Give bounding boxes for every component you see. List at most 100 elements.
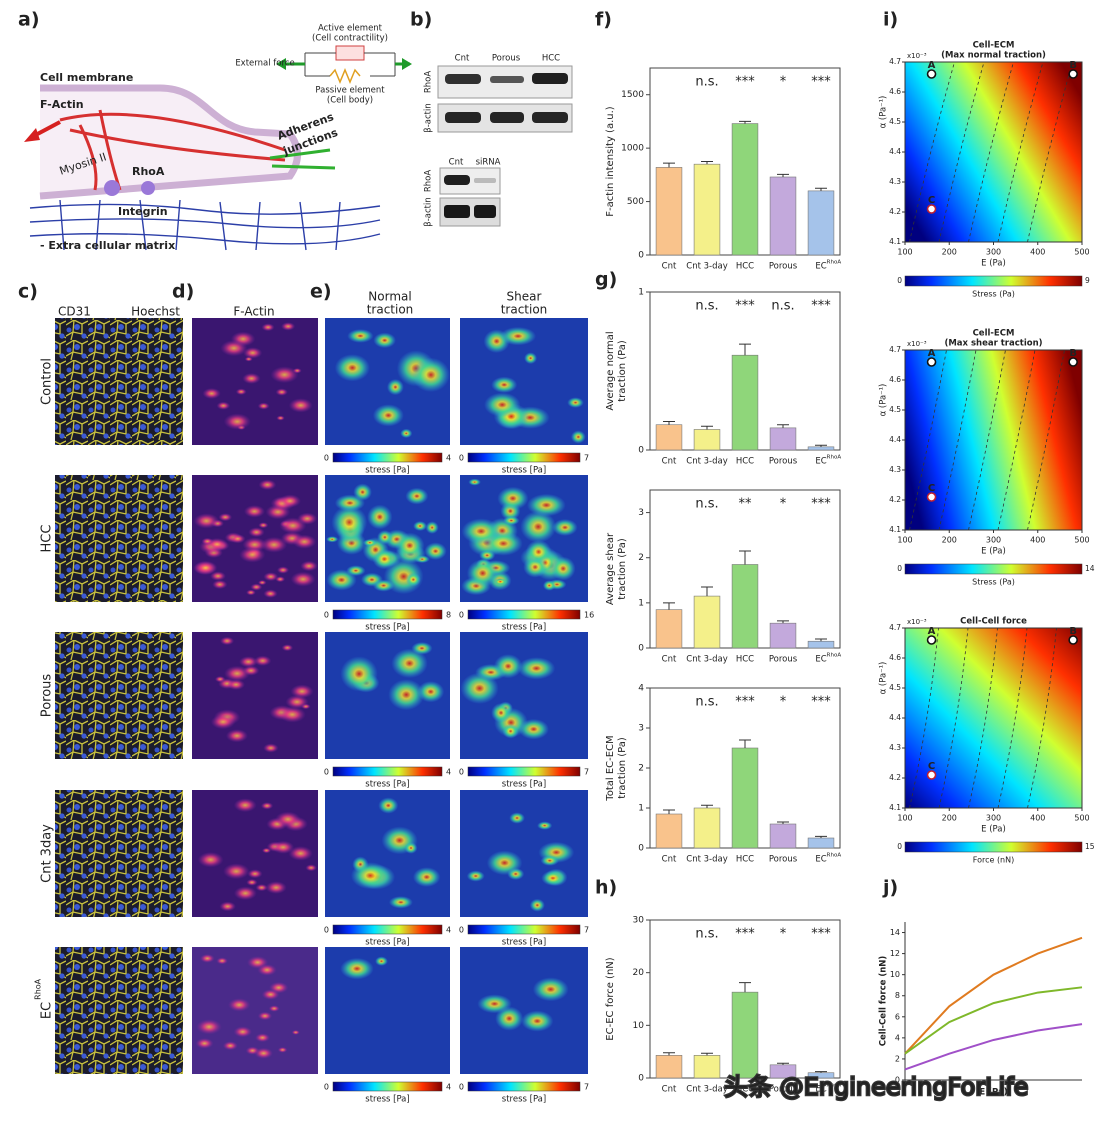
state-point	[1068, 69, 1078, 79]
bar	[769, 823, 797, 849]
y-tick-label: 4.2	[889, 773, 901, 782]
contour-line	[938, 627, 969, 809]
contour-map	[904, 349, 1083, 531]
x-axis-label: E (Pa)	[981, 825, 1006, 835]
label: Cell membrane	[40, 71, 133, 84]
bar	[655, 424, 683, 451]
y-tick-label: 4.5	[889, 117, 901, 126]
bar	[769, 622, 797, 649]
plot-title: (Max normal traction)	[941, 51, 1046, 61]
panel-label: i)	[883, 9, 898, 31]
traction-blob	[460, 672, 499, 704]
actin-blob	[275, 576, 286, 583]
traction-blob	[552, 518, 578, 536]
panel-label: f)	[595, 9, 612, 31]
condition-label: EC	[40, 1002, 55, 1019]
bar	[655, 609, 683, 649]
y-tick-label: 2	[638, 553, 644, 563]
y-tick-label: 4	[638, 684, 644, 694]
actin-blob	[197, 851, 224, 868]
contour-line	[909, 61, 955, 243]
actin-blob	[202, 387, 221, 400]
x-tick-label: Cnt	[662, 1085, 677, 1095]
plot-title: Cell-Cell force	[960, 617, 1027, 627]
y-tick-label: 14	[890, 928, 900, 937]
actin-blob	[260, 802, 274, 810]
x-tick-label: Cnt 3-day	[686, 262, 727, 272]
y-tick-label: 6	[895, 1012, 900, 1021]
point-label: C	[928, 483, 935, 494]
significance: ***	[811, 299, 831, 314]
actin-blob	[276, 566, 290, 574]
actin-blob	[305, 864, 317, 872]
actin-blob	[263, 743, 279, 753]
error-bar	[663, 1052, 675, 1056]
actin-blob	[222, 1041, 238, 1051]
significance: ***	[811, 497, 831, 512]
y-axis-label: Average shear	[605, 532, 616, 605]
traction-blob	[394, 532, 425, 559]
label: (Cell body)	[327, 96, 373, 106]
colorbar-max: 15	[1085, 842, 1095, 851]
colorbar-label: stress [Pa]	[365, 780, 409, 790]
bar	[655, 813, 683, 849]
contour-line	[1027, 61, 1073, 243]
panel-title: Normal	[368, 290, 411, 304]
y-tick-label: 4.2	[889, 495, 901, 504]
lane-label: siRNA	[476, 158, 501, 168]
image-cd31	[55, 632, 183, 759]
error-bar	[739, 982, 751, 993]
y-tick-label: 8	[895, 991, 900, 1000]
traction-blob	[377, 530, 393, 545]
actin-blob	[220, 636, 235, 646]
point-label: B	[1069, 348, 1077, 359]
y-tick-label: 0	[638, 644, 644, 654]
y-axis-label: EC-EC force (nN)	[605, 957, 616, 1040]
label: F-Actin	[40, 98, 84, 111]
y-tick-label: 1	[638, 598, 644, 608]
y-tick-label: 4.1	[889, 803, 901, 812]
axis-exponent: x10⁻³	[907, 340, 927, 348]
actin-blob	[253, 655, 272, 667]
colorbar-label: Force (nN)	[973, 856, 1014, 865]
colorbar	[904, 841, 1083, 853]
actin-blob	[201, 537, 214, 545]
traction-blob	[518, 718, 549, 740]
y-tick-label: 0	[638, 251, 644, 261]
contour-line	[938, 349, 977, 531]
error-bar	[663, 809, 675, 814]
label: Passive element	[315, 86, 385, 96]
actin-blob	[279, 494, 302, 508]
y-axis-label: traction (Pa)	[617, 737, 628, 799]
x-tick-label: Cnt	[662, 655, 677, 665]
actin-blob	[233, 886, 257, 901]
x-tick-label: 400	[1030, 814, 1045, 823]
actin-blob	[281, 644, 294, 652]
significance: ***	[811, 75, 831, 90]
error-bar	[815, 187, 827, 191]
row-label: RhoA	[424, 170, 434, 192]
x-tick-label: EC	[815, 655, 826, 665]
bar	[731, 123, 759, 256]
panel-title: Shear	[507, 290, 542, 304]
y-tick-label: 4.3	[889, 743, 901, 752]
panel-title: traction	[501, 303, 548, 317]
bar	[731, 354, 759, 451]
actin-blob	[261, 323, 275, 332]
point-label: B	[1069, 60, 1077, 71]
x-tick-label: EC	[815, 457, 826, 467]
x-tick-label: Porous	[769, 1085, 798, 1095]
x-tick-label: Cnt 3-day	[686, 855, 727, 865]
traction-blob	[466, 870, 485, 882]
lane-label: HCC	[542, 54, 560, 64]
actin-blob	[247, 869, 263, 879]
y-tick-label: 4.7	[889, 623, 901, 632]
significance: n.s.	[771, 299, 794, 314]
significance: *	[780, 497, 787, 512]
y-tick-label: 4.3	[889, 465, 901, 474]
point-label: A	[928, 60, 936, 71]
y-tick-label: 4.5	[889, 405, 901, 414]
x-tick-label: HCC	[736, 655, 754, 665]
error-bar	[777, 424, 789, 428]
state-point	[926, 770, 937, 780]
